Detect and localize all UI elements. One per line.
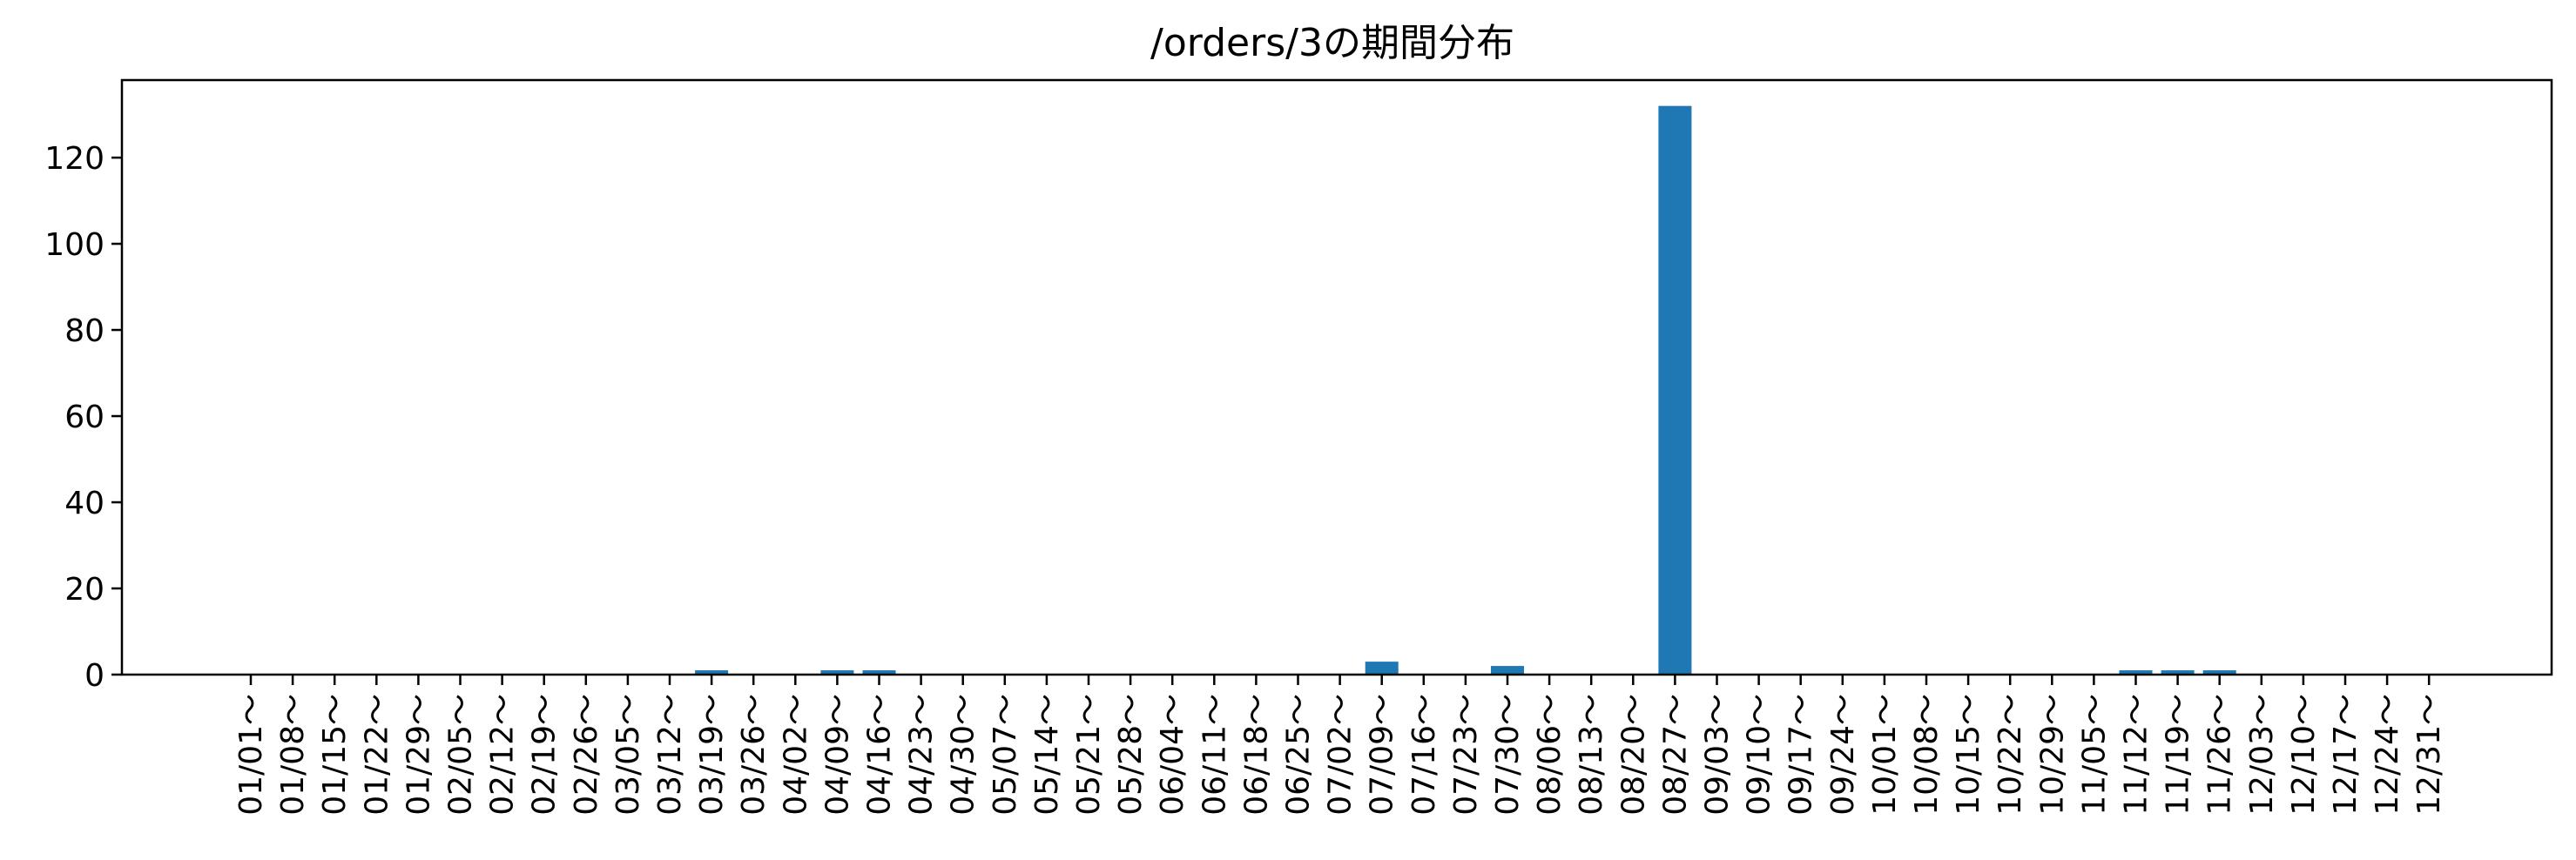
y-tick-label-120: 120 xyxy=(44,141,105,177)
y-tick-label-80: 80 xyxy=(64,313,105,349)
x-tick-label-09/10～: 09/10～ xyxy=(1742,694,1777,816)
bar-04/16～ xyxy=(862,670,896,675)
chart-title: /orders/3の期間分布 xyxy=(1150,21,1514,65)
x-tick-label-08/20～: 08/20～ xyxy=(1615,694,1651,816)
x-tick-label-06/04～: 06/04～ xyxy=(1155,694,1190,816)
x-tick-label-01/01～: 01/01～ xyxy=(233,694,269,816)
bar-04/09～ xyxy=(820,670,854,675)
x-tick-label-05/21～: 05/21～ xyxy=(1071,694,1107,816)
x-tick-label-04/23～: 04/23～ xyxy=(904,694,940,816)
x-tick-label-10/15～: 10/15～ xyxy=(1951,694,1986,816)
x-tick-label-07/02～: 07/02～ xyxy=(1323,694,1359,816)
x-tick-label-09/24～: 09/24～ xyxy=(1825,694,1861,816)
x-tick-label-02/26～: 02/26～ xyxy=(569,694,604,816)
x-tick-label-08/06～: 08/06～ xyxy=(1532,694,1568,816)
x-tick-label-11/19～: 11/19～ xyxy=(2161,694,2196,816)
x-tick-label-10/22～: 10/22～ xyxy=(1993,694,2028,816)
x-tick-label-10/29～: 10/29～ xyxy=(2034,694,2070,816)
x-tick-label-10/08～: 10/08～ xyxy=(1909,694,1945,816)
x-tick-label-07/09～: 07/09～ xyxy=(1365,694,1400,816)
x-tick-label-05/14～: 05/14～ xyxy=(1029,694,1065,816)
bar-07/09～ xyxy=(1365,662,1399,675)
x-tick-label-06/25～: 06/25～ xyxy=(1281,694,1317,816)
bar-08/27～ xyxy=(1658,105,1692,675)
x-tick-label-01/22～: 01/22～ xyxy=(359,694,394,816)
x-tick-label-07/30～: 07/30～ xyxy=(1490,694,1526,816)
x-tick-label-09/03～: 09/03～ xyxy=(1700,694,1736,816)
y-tick-label-60: 60 xyxy=(64,400,105,435)
x-tick-label-12/10～: 12/10～ xyxy=(2286,694,2322,816)
bar-11/19～ xyxy=(2161,670,2195,675)
x-tick-label-11/12～: 11/12～ xyxy=(2119,694,2155,816)
x-tick-label-07/16～: 07/16～ xyxy=(1406,694,1442,816)
x-tick-label-03/12～: 03/12～ xyxy=(652,694,688,816)
x-tick-label-01/15～: 01/15～ xyxy=(317,694,353,816)
x-tick-label-10/01～: 10/01～ xyxy=(1867,694,1903,816)
y-tick-label-100: 100 xyxy=(44,227,105,263)
x-tick-label-06/11～: 06/11～ xyxy=(1197,694,1232,816)
x-tick-label-12/17～: 12/17～ xyxy=(2328,694,2364,816)
y-tick-label-20: 20 xyxy=(64,572,105,608)
x-tick-label-05/07～: 05/07～ xyxy=(988,694,1023,816)
x-tick-label-05/28～: 05/28～ xyxy=(1113,694,1149,816)
axes-frame xyxy=(120,78,2553,676)
bar-03/19～ xyxy=(695,670,729,675)
bar-07/30～ xyxy=(1491,666,1524,675)
y-tick-label-40: 40 xyxy=(64,486,105,521)
x-tick-label-04/02～: 04/02～ xyxy=(778,694,813,816)
x-tick-label-06/18～: 06/18～ xyxy=(1238,694,1274,816)
bar-11/12～ xyxy=(2119,670,2153,675)
x-tick-label-02/19～: 02/19～ xyxy=(527,694,563,816)
x-tick-label-03/26～: 03/26～ xyxy=(736,694,772,816)
plot-area xyxy=(695,105,2236,675)
x-tick-label-08/27～: 08/27～ xyxy=(1657,694,1693,816)
y-tick-label-0: 0 xyxy=(84,658,105,694)
x-tick-label-12/31～: 12/31～ xyxy=(2411,694,2447,816)
x-tick-label-03/05～: 03/05～ xyxy=(610,694,646,816)
y-axis: 0 20 40 60 80 100 120 xyxy=(44,141,122,694)
x-tick-label-01/08～: 01/08～ xyxy=(275,694,311,816)
x-tick-label-03/19～: 03/19～ xyxy=(694,694,730,816)
x-tick-label-09/17～: 09/17～ xyxy=(1784,694,1819,816)
bar-11/26～ xyxy=(2202,670,2236,675)
x-tick-label-04/16～: 04/16～ xyxy=(862,694,898,816)
x-axis: 01/01～ 01/08～ 01/15～ 01/22～ 01/29～ 02/05～ 02/1… xyxy=(233,675,2447,816)
x-tick-label-02/12～: 02/12～ xyxy=(485,694,521,816)
x-tick-label-08/13～: 08/13～ xyxy=(1574,694,1609,816)
x-tick-label-02/05～: 02/05～ xyxy=(443,694,479,816)
x-tick-label-11/05～: 11/05～ xyxy=(2076,694,2112,816)
x-tick-label-01/29～: 01/29～ xyxy=(401,694,436,816)
x-tick-label-07/23～: 07/23～ xyxy=(1448,694,1484,816)
x-tick-label-11/26～: 11/26～ xyxy=(2202,694,2238,816)
x-tick-label-12/03～: 12/03～ xyxy=(2244,694,2280,816)
x-tick-label-12/24～: 12/24～ xyxy=(2370,694,2405,816)
x-tick-label-04/30～: 04/30～ xyxy=(946,694,981,816)
x-tick-label-04/09～: 04/09～ xyxy=(819,694,855,816)
